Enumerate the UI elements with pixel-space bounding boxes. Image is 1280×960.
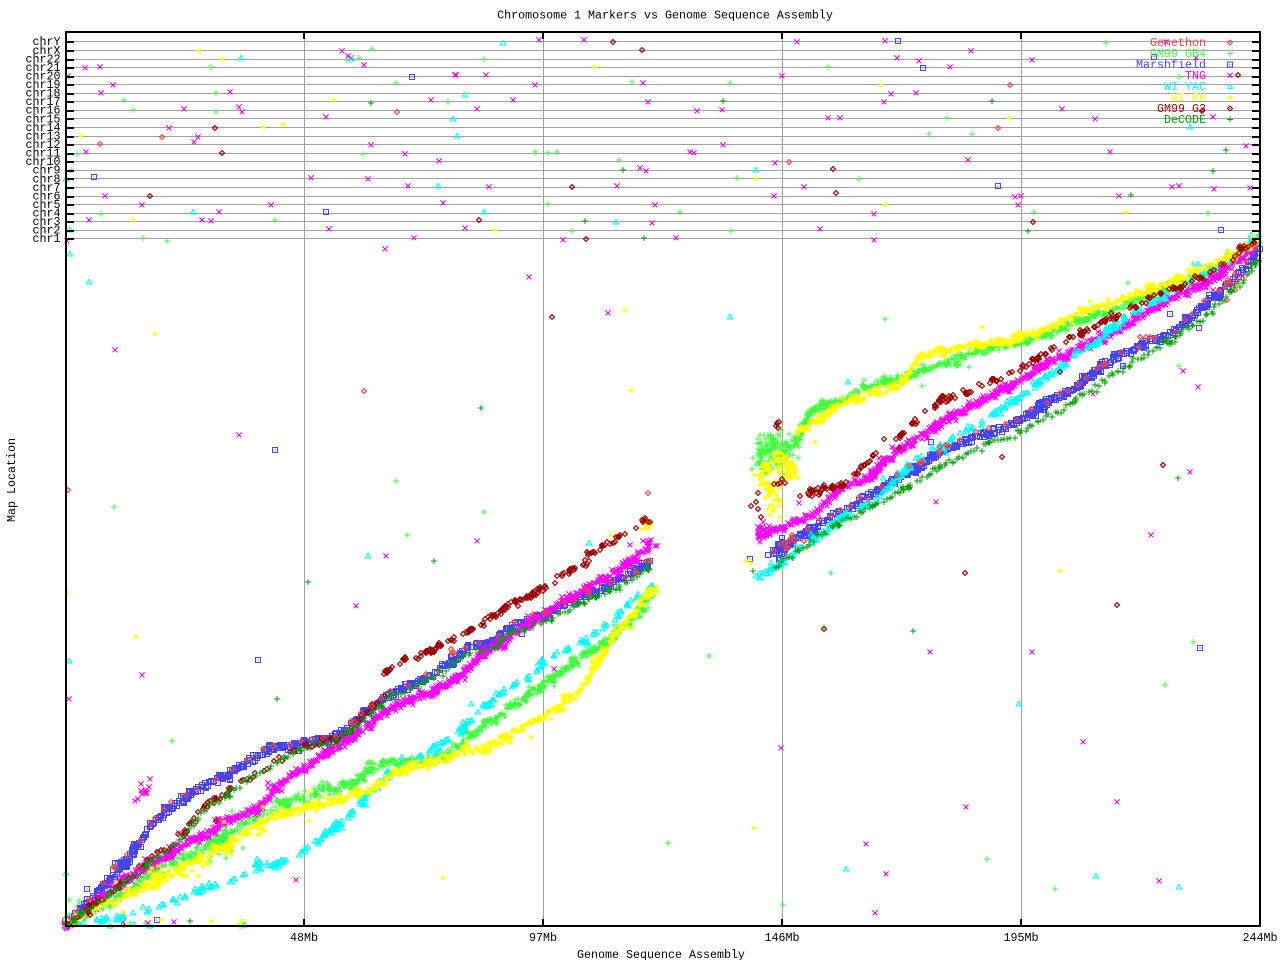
svg-text:Genome Sequence Assembly: Genome Sequence Assembly — [577, 948, 745, 960]
svg-text:DeCODE: DeCODE — [1164, 113, 1206, 127]
svg-text:Chromosome 1 Markers vs Genome: Chromosome 1 Markers vs Genome Sequence … — [497, 9, 833, 23]
svg-text:97Mb: 97Mb — [529, 931, 557, 945]
svg-text:195Mb: 195Mb — [1004, 931, 1039, 945]
svg-text:chrY: chrY — [33, 35, 61, 49]
svg-text:146Mb: 146Mb — [765, 931, 800, 945]
svg-text:244Mb: 244Mb — [1243, 931, 1278, 945]
svg-text:Map Location: Map Location — [5, 438, 19, 522]
svg-text:48Mb: 48Mb — [290, 931, 318, 945]
